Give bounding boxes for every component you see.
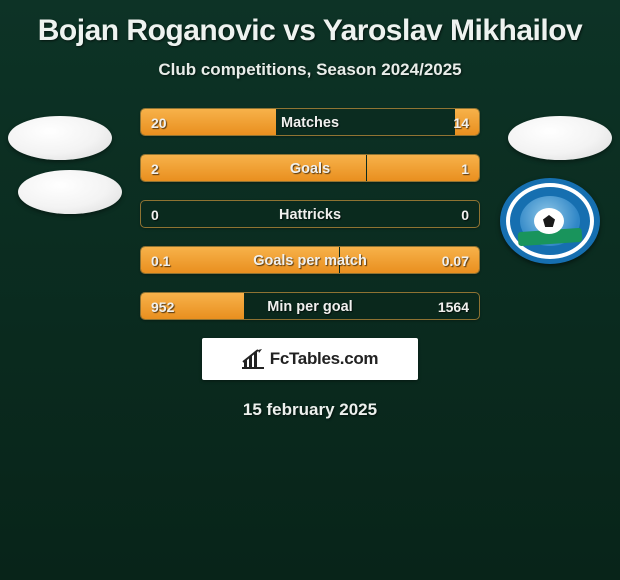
stat-label: Goals per match	[141, 247, 479, 274]
stat-label: Min per goal	[141, 293, 479, 320]
stat-value-right: 0	[461, 201, 469, 228]
chart-icon	[242, 349, 264, 369]
stat-label: Matches	[141, 109, 479, 136]
date-label: 15 february 2025	[0, 400, 620, 420]
stat-label: Hattricks	[141, 201, 479, 228]
stat-value-right: 0.07	[442, 247, 469, 274]
stat-row-goals: 2 Goals 1	[140, 154, 480, 182]
subtitle: Club competitions, Season 2024/2025	[0, 60, 620, 80]
stat-row-hattricks: 0 Hattricks 0	[140, 200, 480, 228]
attribution-badge[interactable]: FcTables.com	[202, 338, 418, 380]
stat-value-right: 1564	[438, 293, 469, 320]
stat-value-right: 1	[461, 155, 469, 182]
stat-row-min-per-goal: 952 Min per goal 1564	[140, 292, 480, 320]
comparison-card: Bojan Roganovic vs Yaroslav Mikhailov Cl…	[0, 0, 620, 580]
stat-row-goals-per-match: 0.1 Goals per match 0.07	[140, 246, 480, 274]
stat-value-right: 14	[453, 109, 469, 136]
stat-bars: 20 Matches 14 2 Goals 1 0 Hattricks 0	[140, 108, 480, 320]
page-title: Bojan Roganovic vs Yaroslav Mikhailov	[0, 8, 620, 50]
stats-area: 20 Matches 14 2 Goals 1 0 Hattricks 0	[0, 108, 620, 320]
attribution-text: FcTables.com	[270, 349, 379, 369]
stat-row-matches: 20 Matches 14	[140, 108, 480, 136]
stat-label: Goals	[141, 155, 479, 182]
